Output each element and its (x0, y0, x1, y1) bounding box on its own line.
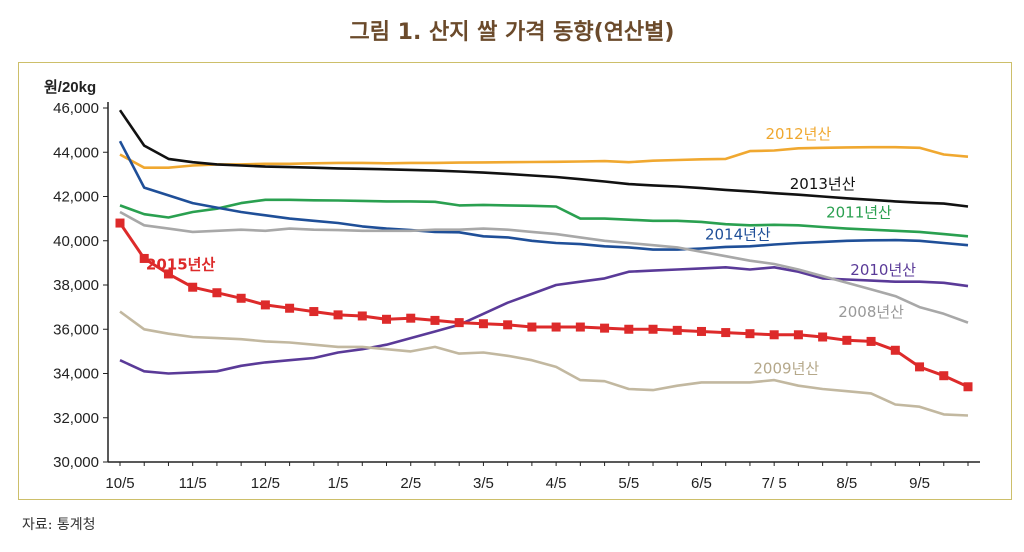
data-point-2015년산 (527, 322, 537, 332)
y-tick-label: 46,000 (53, 100, 99, 117)
data-point-2015년산 (551, 322, 561, 332)
data-point-2015년산 (357, 311, 367, 321)
series-label: 2012년산 (766, 125, 832, 143)
chart-frame (18, 62, 1012, 500)
data-point-2015년산 (333, 310, 343, 320)
x-tick-label: 10/5 (105, 475, 134, 492)
data-point-2015년산 (406, 313, 416, 323)
data-point-2015년산 (745, 329, 755, 339)
series-label: 2010년산 (850, 261, 916, 279)
data-point-2015년산 (236, 293, 246, 303)
data-point-2015년산 (163, 269, 173, 279)
x-tick-label: 5/5 (618, 475, 639, 492)
source-note: 자료: 통계청 (22, 517, 96, 533)
data-point-2015년산 (478, 319, 488, 329)
data-point-2015년산 (818, 332, 828, 342)
x-tick-label: 1/5 (328, 475, 349, 492)
y-tick-label: 42,000 (53, 189, 99, 206)
x-tick-label: 6/5 (691, 475, 712, 492)
data-point-2015년산 (842, 335, 852, 345)
y-tick-label: 40,000 (53, 233, 99, 250)
y-tick-label: 32,000 (53, 410, 99, 427)
series-label: 2015년산 (146, 256, 216, 274)
axes: 원/20kg 30,000 32,000 34,000 36,000 38,000 40,0… (44, 79, 980, 492)
series-line-2012년산 (119, 145, 969, 169)
series-line-2011년산 (119, 198, 969, 238)
x-tick-label: 4/5 (546, 475, 567, 492)
x-tick-label: 8/5 (836, 475, 857, 492)
data-point-2015년산 (672, 325, 682, 335)
y-tick-label: 44,000 (53, 144, 99, 161)
data-point-2015년산 (430, 315, 440, 325)
series-label: 2009년산 (753, 360, 819, 378)
data-point-2015년산 (939, 371, 949, 381)
data-point-2015년산 (115, 218, 125, 228)
y-tick-label: 38,000 (53, 277, 99, 294)
data-point-2015년산 (212, 288, 222, 298)
series-line-2009년산 (119, 310, 969, 417)
series-label: 2011년산 (826, 204, 892, 222)
data-point-2015년산 (188, 282, 198, 292)
chart-title: 그림 1. 산지 쌀 가격 동향(연산별) (349, 20, 675, 45)
series-label: 2013년산 (790, 175, 856, 193)
series-line-2013년산 (118, 109, 969, 208)
data-point-2015년산 (139, 253, 149, 263)
data-point-2015년산 (309, 307, 319, 317)
series-line-2014년산 (118, 140, 969, 251)
series-lines (115, 109, 973, 417)
x-tick-label: 2/5 (400, 475, 421, 492)
data-point-2015년산 (575, 322, 585, 332)
data-point-2015년산 (600, 323, 610, 333)
x-tick-label: 12/5 (251, 475, 280, 492)
data-point-2015년산 (503, 320, 513, 330)
data-point-2015년산 (915, 362, 925, 372)
series-labels: 2012년산 2013년산 2011년산 2014년산 2010년산 2008년산 2009… (146, 125, 916, 378)
y-axis-label: 원/20kg (44, 79, 96, 96)
data-point-2015년산 (285, 303, 295, 313)
data-point-2015년산 (793, 330, 803, 340)
x-tick-label: 9/5 (909, 475, 930, 492)
series-line-2010년산 (119, 265, 969, 375)
data-point-2015년산 (866, 336, 876, 346)
data-point-2015년산 (454, 318, 464, 328)
data-point-2015년산 (260, 300, 270, 310)
data-point-2015년산 (696, 326, 706, 336)
series-label: 2014년산 (705, 226, 771, 244)
data-point-2015년산 (721, 328, 731, 338)
data-point-2015년산 (648, 324, 658, 334)
data-point-2015년산 (382, 314, 392, 324)
y-tick-label: 34,000 (53, 366, 99, 383)
x-tick-label: 11/5 (179, 475, 207, 492)
data-point-2015년산 (890, 345, 900, 355)
data-point-2015년산 (769, 330, 779, 340)
x-tick-label: 3/5 (473, 475, 494, 492)
y-tick-label: 36,000 (53, 321, 99, 338)
data-point-2015년산 (624, 324, 634, 334)
series-label: 2008년산 (838, 303, 904, 321)
x-tick-label: 7/ 5 (762, 475, 787, 492)
y-tick-label: 30,000 (53, 454, 99, 471)
data-point-2015년산 (963, 382, 973, 392)
series-line-2008년산 (119, 210, 969, 324)
